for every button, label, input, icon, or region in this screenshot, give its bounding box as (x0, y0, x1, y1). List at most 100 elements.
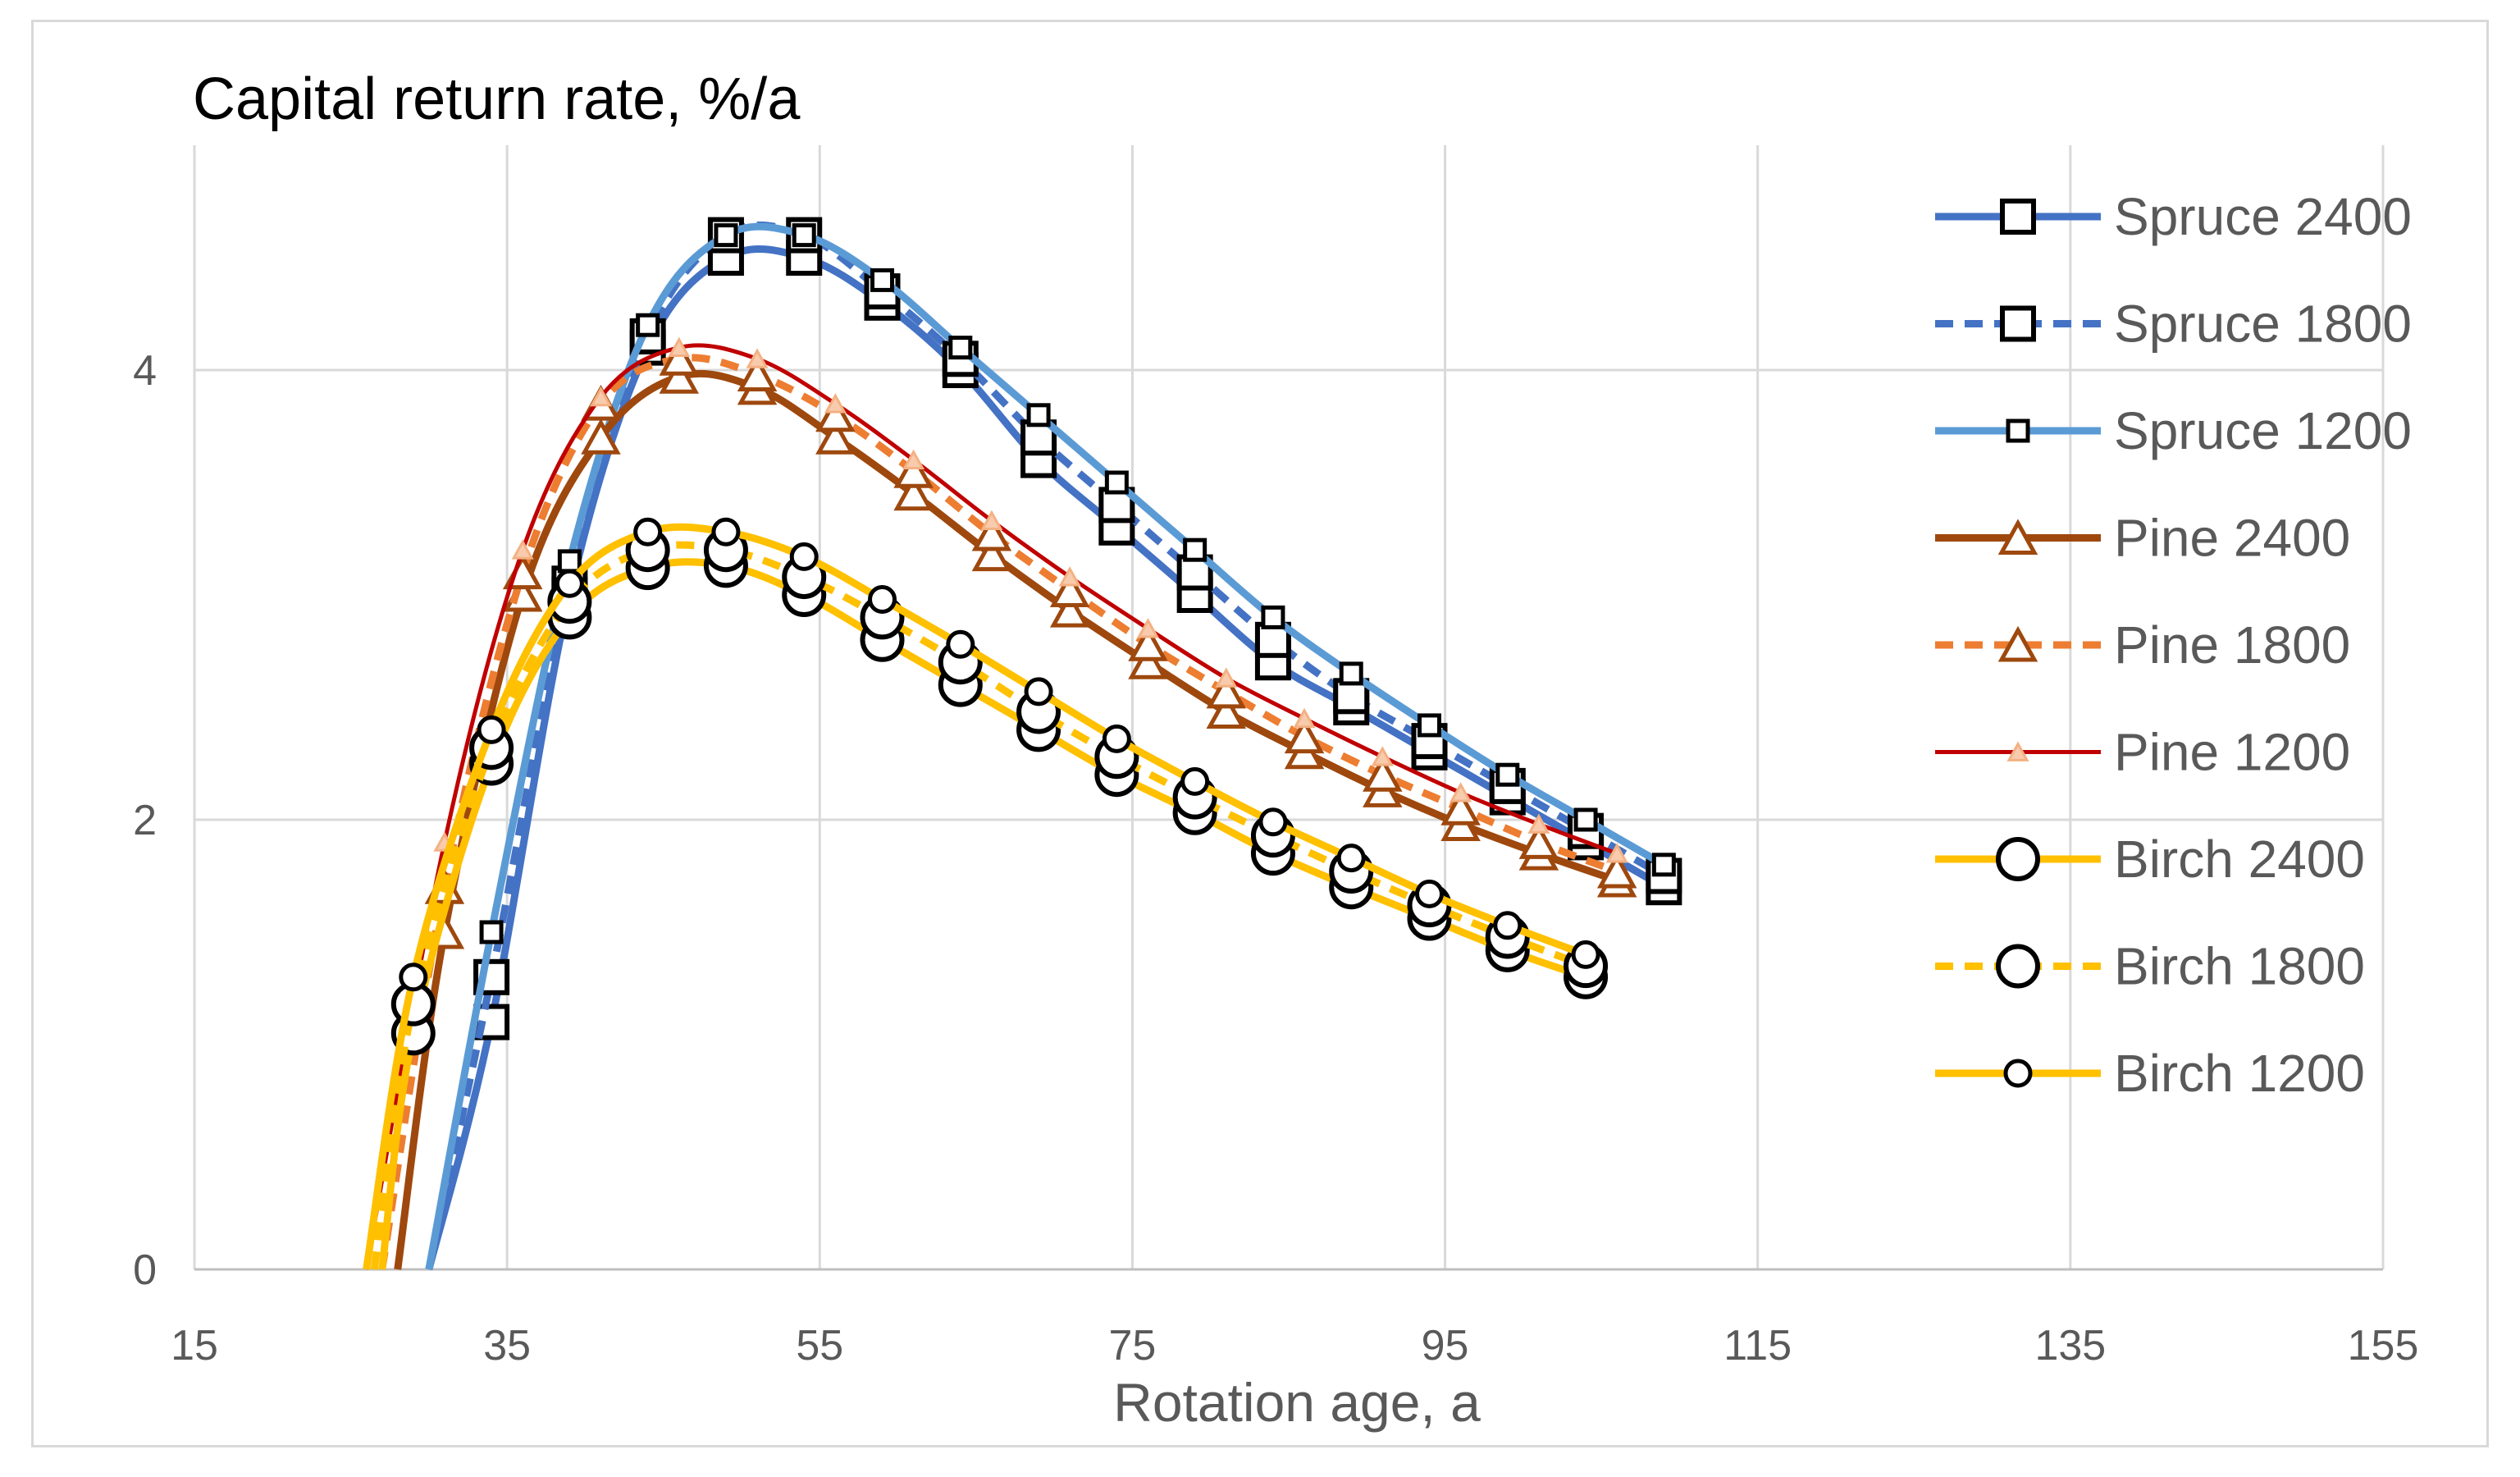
data-point (1049, 592, 1090, 628)
data-point (589, 386, 613, 407)
data-point (1605, 843, 1628, 863)
data-point (870, 268, 895, 292)
series-pine-1800 (378, 340, 1637, 1270)
data-point (479, 920, 504, 944)
legend-swatch-marker (1996, 837, 2040, 881)
data-point (511, 539, 534, 560)
data-point (1258, 807, 1288, 837)
axes: 15 35 55 75 95 115 135 155 0 2 4 (133, 347, 2418, 1370)
y-tick-label: 2 (133, 797, 157, 844)
y-tick-label: 0 (133, 1246, 157, 1294)
data-point (1527, 813, 1550, 834)
data-point (1206, 693, 1247, 729)
data-point (1102, 724, 1131, 753)
data-point (792, 223, 816, 248)
legend-item-spruce-1800: Spruce 1800 (1935, 295, 2412, 354)
x-tick-label: 15 (171, 1322, 218, 1370)
x-tick-label: 135 (2034, 1322, 2106, 1370)
data-point (1415, 879, 1445, 908)
data-point (971, 514, 1012, 551)
data-point (893, 474, 934, 511)
data-point (746, 348, 769, 368)
data-point (1651, 853, 1676, 877)
data-point (1440, 789, 1481, 825)
legend-label: Spruce 1800 (2114, 295, 2412, 354)
data-point (668, 336, 691, 357)
legend-swatch-marker (2000, 305, 2036, 342)
legend-swatch-marker (1997, 625, 2038, 662)
legend-label: Birch 1800 (2114, 937, 2365, 996)
data-point (946, 629, 975, 659)
data-point (824, 393, 847, 414)
data-point (1371, 746, 1394, 766)
data-point (633, 517, 663, 546)
data-point (1128, 643, 1168, 679)
legend-item-spruce-1200: Spruce 1200 (1935, 401, 2412, 460)
data-point (1333, 678, 1370, 715)
data-point (1024, 677, 1053, 706)
data-point (714, 223, 738, 248)
data-point (557, 549, 582, 574)
data-point (581, 418, 621, 455)
data-point (1058, 566, 1081, 587)
data-point (815, 396, 856, 432)
legend-label: Pine 1800 (2114, 615, 2350, 674)
data-point (893, 452, 934, 488)
legend-swatch-marker (2006, 741, 2029, 761)
data-point (789, 542, 819, 571)
data-point (711, 517, 741, 546)
x-tick-label: 95 (1422, 1322, 1469, 1370)
x-tick-label: 75 (1109, 1322, 1157, 1370)
data-point (971, 535, 1012, 572)
data-point (1571, 940, 1600, 969)
legend-item-spruce-2400: Spruce 2400 (1935, 187, 2412, 246)
legend-item-pine-1200: Pine 1200 (1935, 723, 2350, 782)
series-line (378, 558, 1587, 1270)
data-point (980, 510, 1003, 530)
data-point (555, 569, 584, 598)
data-point (902, 449, 925, 469)
data-point (1180, 766, 1210, 796)
data-point (1293, 707, 1316, 729)
legend-item-birch-2400: Birch 2400 (1935, 830, 2365, 889)
data-point (1336, 844, 1366, 873)
data-point (1128, 625, 1168, 661)
data-point (1495, 762, 1520, 787)
legend-label: Pine 2400 (2114, 509, 2350, 568)
legend-swatch-marker (2000, 199, 2036, 235)
legend-item-pine-1800: Pine 1800 (1935, 615, 2350, 674)
legend-item-pine-2400: Pine 2400 (1935, 509, 2350, 568)
series-birch-1200 (363, 517, 1600, 1270)
data-point (1339, 661, 1363, 686)
x-tick-label: 115 (1723, 1322, 1792, 1370)
series-area (363, 217, 1682, 1271)
data-point (636, 313, 660, 337)
x-axis-label: Rotation age, a (1113, 1372, 1481, 1433)
data-point (477, 715, 506, 744)
legend-label: Spruce 1200 (2114, 401, 2412, 460)
legend-swatch-marker (1997, 519, 2038, 555)
data-point (1183, 537, 1208, 562)
data-point (399, 963, 428, 992)
data-point (1493, 911, 1522, 940)
data-point (1261, 605, 1285, 629)
data-point (659, 358, 700, 394)
data-point (659, 340, 700, 376)
data-point (1449, 782, 1472, 803)
data-point (1026, 403, 1051, 428)
data-point (1284, 717, 1325, 754)
data-point (1596, 852, 1637, 889)
legend-item-birch-1800: Birch 1800 (1935, 937, 2365, 996)
data-point (1104, 470, 1129, 495)
data-point (1518, 823, 1559, 859)
x-tick-label: 55 (796, 1322, 843, 1370)
data-point (1136, 618, 1160, 638)
data-point (1206, 672, 1247, 709)
legend: Spruce 2400 Spruce 1800 Spruce 1200 Pine 24… (1935, 187, 2412, 1103)
legend-label: Spruce 2400 (2114, 187, 2412, 246)
data-point (1363, 756, 1403, 792)
legend-label: Pine 1200 (2114, 723, 2350, 782)
chart-title: Capital return rate, %/a (193, 66, 801, 132)
data-point (868, 584, 897, 614)
